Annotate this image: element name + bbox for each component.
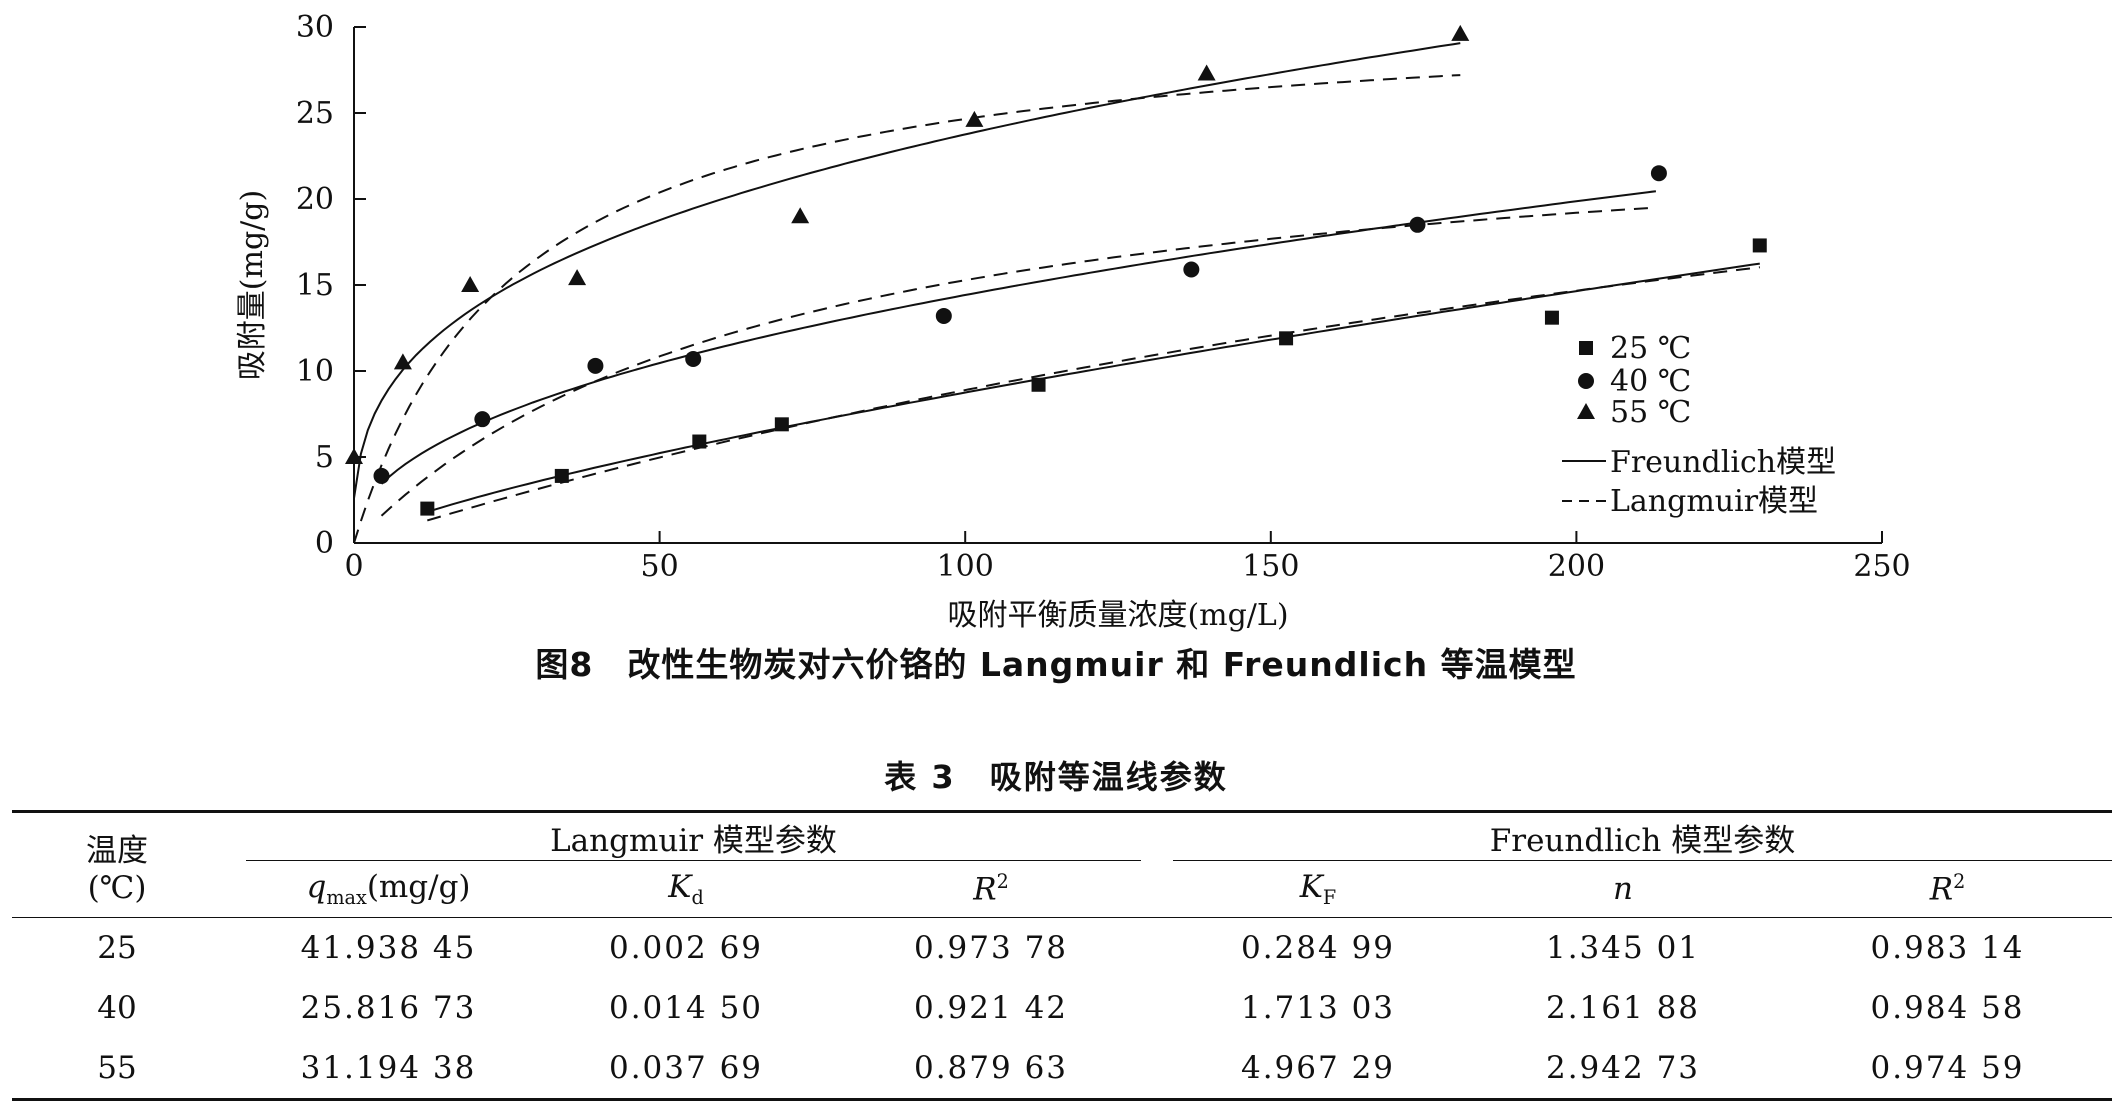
legend-label: Langmuir模型 [1610,484,1818,519]
langmuir-fit-line [380,206,1656,517]
data-point-triangle [791,207,810,224]
data-point-triangle [568,269,587,286]
y-axis-label: 吸附量(mg/g) [235,190,270,380]
x-tick-label: 100 [937,549,994,584]
data-point-circle [474,411,491,428]
data-point-square [1752,238,1767,253]
data-point-circle [1409,216,1426,233]
data-point-square [1279,331,1294,346]
data-point-triangle [461,276,480,292]
data-point-circle [1183,261,1200,278]
data-point-triangle [1451,24,1470,41]
cell-r2-langmuir: 0.921 42 [913,990,1069,1026]
freundlich-fit-line [353,42,1461,499]
header-freundlich-group: Freundlich 模型参数 [1173,810,2112,861]
chart-svg: 0 50 100 150 200 250 0 5 10 15 20 25 30 吸附平衡质量浓度(mg/L… [235,10,1911,633]
y-tick-label: 15 [296,268,334,303]
cell-kf: 1.713 03 [1240,990,1396,1026]
data-point-square [554,468,569,483]
header-langmuir-label: Langmuir 模型参数 [550,822,837,859]
data-point-circle [935,307,952,324]
cell-qmax: 41.938 45 [246,917,531,978]
y-tick-label: 25 [296,96,334,131]
x-tick-label: 150 [1242,549,1299,584]
cell-temp: 25 [12,917,222,978]
y-tick-label: 5 [315,440,334,475]
x-tick-label: 250 [1853,549,1910,584]
table-title: 表 3 吸附等温线参数 [884,758,1228,796]
cell-r2-freundlich: 0.983 14 [1783,917,2112,978]
y-tick-label: 0 [315,526,334,561]
legend-marker-circle [1578,373,1594,389]
figure-caption: 图8 改性生物炭对六价铬的 Langmuir 和 Freundlich 等温模型 [535,645,1577,684]
data-point-square [1031,377,1046,392]
legend-label: 55 ℃ [1610,395,1691,430]
x-tick-label: 0 [344,549,363,584]
header-r2-langmuir: R2 [973,870,1009,908]
data-point-triangle [393,353,412,370]
langmuir-fit-line [427,266,1760,522]
x-axis-label: 吸附平衡质量浓度(mg/L) [947,598,1288,633]
legend-label: 25 ℃ [1610,331,1691,366]
header-kf: KF [1299,868,1337,910]
header-kd: Kd [668,868,704,910]
data-point-square [1544,310,1559,325]
data-point-triangle [965,110,984,127]
data-point-square [692,434,707,449]
freundlich-fit-line [380,190,1657,485]
cell-n: 2.161 88 [1545,990,1701,1026]
legend-marker-square [1579,341,1593,355]
y-tick-label: 30 [296,10,334,45]
cell-qmax: 31.194 38 [246,1038,531,1101]
cell-temp: 40 [97,990,137,1026]
cell-qmax: 25.816 73 [300,990,477,1026]
cell-kd: 0.014 50 [608,990,764,1026]
parameter-table: 温度 (℃) Langmuir 模型参数 Freundlich 模型参数 qma… [12,810,2112,1101]
data-point-circle [373,467,390,484]
data-point-square [774,417,789,432]
cell-kf: 0.284 99 [1173,917,1463,978]
header-temperature: 温度 (℃) [12,810,222,918]
legend-marker-triangle [1577,403,1595,419]
header-qmax: qmax(mg/g) [306,868,471,910]
legend-label: 40 ℃ [1610,364,1691,399]
header-temp-label: 温度 [86,832,148,869]
cell-kd: 0.037 69 [531,1038,841,1101]
cell-r2-langmuir: 0.879 63 [841,1038,1141,1101]
cell-r2-freundlich: 0.984 58 [1870,990,2025,1026]
y-tick-label: 20 [296,182,334,217]
data-point-circle [685,350,702,367]
cell-n: 2.942 73 [1463,1038,1783,1101]
x-tick-label: 200 [1548,549,1605,584]
data-point-triangle [1197,64,1216,81]
header-temp-unit: (℃) [87,869,147,906]
cell-r2-langmuir: 0.973 78 [841,917,1141,978]
header-langmuir-group: Langmuir 模型参数 [246,810,1141,861]
freundlich-fit-line [427,262,1760,513]
data-point-circle [587,357,604,374]
cell-temp: 55 [12,1038,222,1101]
x-tick-label: 50 [641,549,679,584]
cell-kd: 0.002 69 [531,917,841,978]
cell-kf: 4.967 29 [1173,1038,1463,1101]
y-tick-label: 10 [296,354,334,389]
cell-r2-freundlich: 0.974 59 [1783,1038,2112,1101]
isotherm-chart: 0 50 100 150 200 250 0 5 10 15 20 25 30 吸附平衡质量浓度(mg/L… [235,10,1911,633]
header-r2-freundlich: R2 [1929,870,1966,908]
data-point-circle [1650,165,1667,182]
data-point-square [420,501,435,516]
header-n: n [1613,871,1633,907]
cell-n: 1.345 01 [1463,917,1783,978]
header-freundlich-label: Freundlich 模型参数 [1489,822,1796,859]
legend-label: Freundlich模型 [1610,445,1836,480]
langmuir-fit-line [353,74,1461,544]
data-point-triangle [345,448,363,464]
